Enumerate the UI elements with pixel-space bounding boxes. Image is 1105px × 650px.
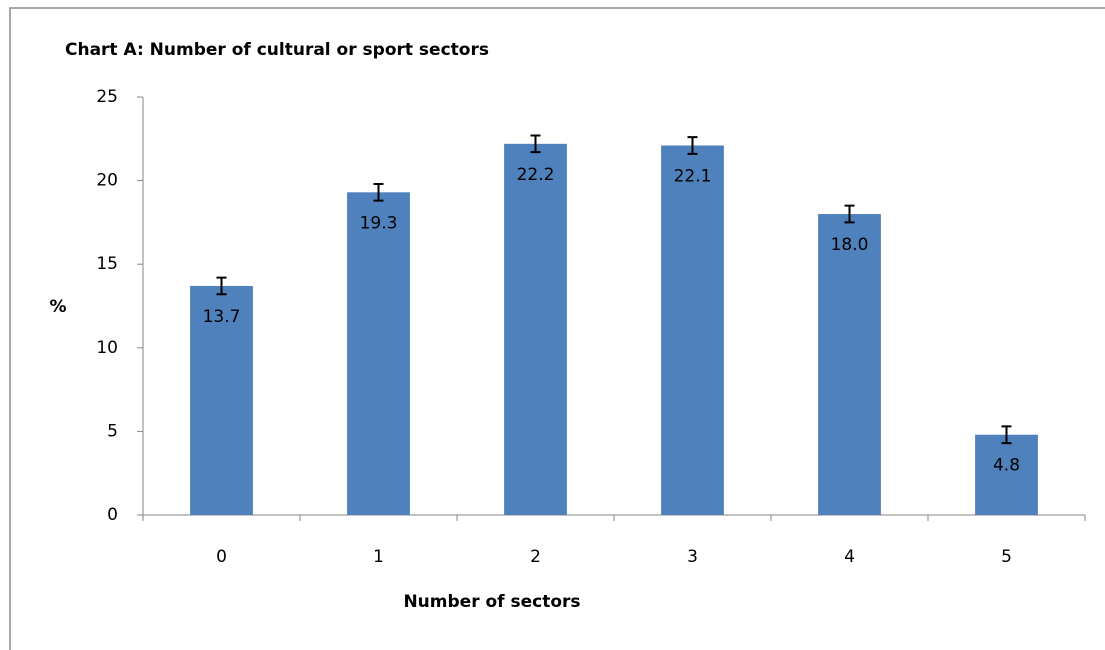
value-label: 19.3: [360, 213, 398, 233]
bar: [190, 285, 253, 515]
error-bar: [216, 276, 227, 296]
y-tick-label: 0: [107, 505, 118, 525]
value-label: 22.1: [674, 166, 712, 186]
y-tick-label: 25: [96, 87, 118, 107]
y-tick-label: 20: [96, 171, 118, 191]
x-axis-label: Number of sectors: [403, 592, 580, 612]
bar: [504, 143, 567, 516]
x-tick-label: 2: [530, 547, 541, 567]
y-tick-label: 15: [96, 254, 118, 274]
chart-frame: [9, 7, 1105, 650]
y-axis-label: %: [49, 297, 66, 317]
x-tick-label: 5: [1001, 547, 1012, 567]
bar: [347, 192, 410, 515]
error-bar: [844, 204, 855, 224]
bar: [975, 434, 1038, 515]
error-bar: [373, 182, 384, 202]
value-label: 4.8: [993, 456, 1020, 476]
bar: [818, 214, 881, 516]
bar: [661, 145, 724, 515]
x-tick-label: 4: [844, 547, 855, 567]
value-label: 13.7: [203, 307, 241, 327]
x-tick-label: 3: [687, 547, 698, 567]
value-label: 22.2: [517, 165, 555, 185]
y-tick-label: 10: [96, 338, 118, 358]
error-bar: [530, 134, 541, 154]
error-bar: [687, 136, 698, 155]
x-tick-label: 1: [373, 547, 384, 567]
y-tick-label: 5: [107, 421, 118, 441]
value-label: 18.0: [831, 235, 869, 255]
chart-title: Chart A: Number of cultural or sport sec…: [65, 40, 489, 60]
error-bar: [1001, 425, 1012, 445]
x-tick-label: 0: [216, 547, 227, 567]
